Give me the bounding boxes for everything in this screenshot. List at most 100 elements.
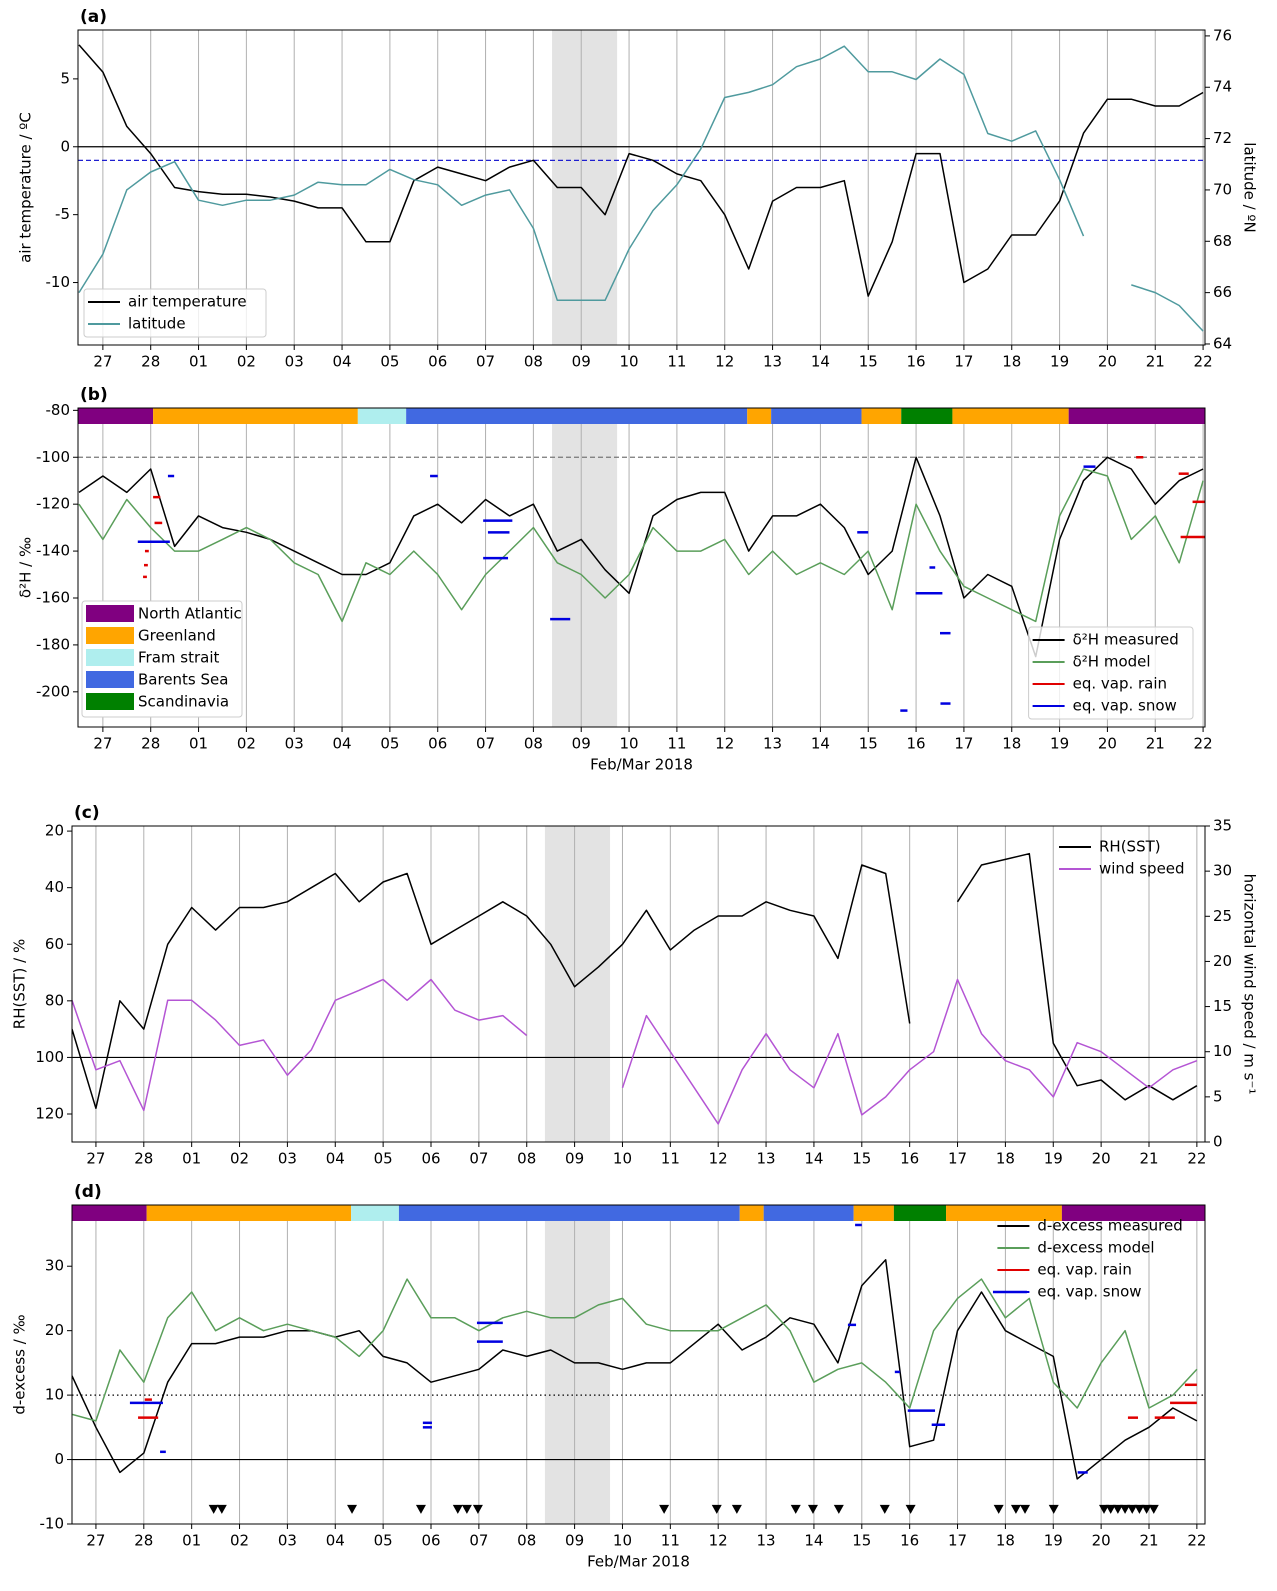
y-axis-label: air temperature / ºC [17, 112, 35, 263]
shaded-period [552, 408, 618, 727]
x-tick-label: 05 [380, 735, 399, 753]
event-marker [472, 1504, 483, 1514]
y-tick-label: -200 [36, 682, 70, 700]
x-tick-label: 20 [1092, 1150, 1111, 1168]
y-tick-label: -10 [46, 273, 71, 291]
event-marker [1127, 1504, 1138, 1514]
x-tick-label: 27 [93, 735, 112, 753]
y-tick-label: 40 [45, 878, 64, 896]
x-tick-label: 20 [1092, 1532, 1111, 1550]
x-tick-label: 09 [565, 1532, 584, 1550]
series-line [78, 468, 1204, 623]
x-tick-label: 27 [93, 353, 112, 371]
y2-tick-label: 35 [1213, 817, 1232, 835]
y2-tick-label: 66 [1213, 283, 1232, 301]
x-tick-label: 01 [182, 1532, 201, 1550]
event-marker [833, 1504, 844, 1514]
event-marker [216, 1504, 227, 1514]
series-line [78, 44, 1204, 297]
panel-label: (b) [80, 385, 108, 405]
x-tick-label: 22 [1187, 1150, 1206, 1168]
x-tick-label: 04 [326, 1150, 345, 1168]
x-axis-label: Feb/Mar 2018 [587, 1553, 690, 1571]
region-bar [901, 408, 953, 424]
event-marker [415, 1504, 426, 1514]
y-tick-label: 120 [35, 1104, 64, 1122]
x-tick-label: 14 [811, 735, 830, 753]
x-tick-label: 07 [476, 735, 495, 753]
x-tick-label: 28 [134, 1150, 153, 1168]
x-tick-label: 28 [141, 735, 160, 753]
region-bar [1068, 408, 1205, 424]
y2-tick-label: 64 [1213, 334, 1232, 352]
x-tick-label: 08 [524, 353, 543, 371]
x-tick-label: 17 [954, 735, 973, 753]
x-tick-label: 10 [613, 1532, 632, 1550]
legend-label: Greenland [138, 627, 216, 645]
x-tick-label: 13 [763, 735, 782, 753]
x-tick-label: 15 [859, 735, 878, 753]
legend-label: eq. vap. rain [1073, 675, 1167, 693]
event-marker [1141, 1504, 1152, 1514]
event-marker [711, 1504, 722, 1514]
x-tick-label: 28 [141, 353, 160, 371]
region-bar [1061, 1205, 1205, 1221]
x-tick-label: 06 [428, 735, 447, 753]
x-tick-label: 10 [620, 353, 639, 371]
x-tick-label: 06 [428, 353, 447, 371]
y-tick-label: 30 [45, 1257, 64, 1275]
x-tick-label: 12 [715, 353, 734, 371]
x-tick-label: 02 [237, 353, 256, 371]
event-marker [1010, 1504, 1021, 1514]
region-bar [153, 408, 358, 424]
region-bar [406, 408, 748, 424]
legend-swatch [86, 649, 134, 666]
x-tick-label: 19 [1050, 735, 1069, 753]
x-tick-label: 15 [852, 1150, 871, 1168]
event-marker [731, 1504, 742, 1514]
x-tick-label: 20 [1098, 735, 1117, 753]
x-tick-label: 08 [524, 735, 543, 753]
x-tick-label: 18 [996, 1150, 1015, 1168]
legend-label: d-excess model [1037, 1239, 1154, 1257]
x-tick-label: 19 [1050, 353, 1069, 371]
x-tick-label: 16 [900, 1150, 919, 1168]
event-marker [1120, 1504, 1131, 1514]
y-tick-label: 20 [45, 1321, 64, 1339]
y-tick-label: -80 [46, 401, 71, 419]
x-tick-label: 19 [1044, 1532, 1063, 1550]
region-bar [771, 408, 862, 424]
y-axis-label: d-excess / ‰ [11, 1314, 29, 1414]
legend-box [1028, 626, 1194, 720]
panel-label: (d) [74, 1182, 102, 1202]
event-marker [452, 1504, 463, 1514]
event-marker [905, 1504, 916, 1514]
x-tick-label: 14 [804, 1532, 823, 1550]
x-tick-label: 17 [948, 1150, 967, 1168]
event-marker [1148, 1504, 1159, 1514]
x-tick-label: 09 [572, 735, 591, 753]
y2-tick-label: 10 [1213, 1042, 1232, 1060]
legend-label: eq. vap. snow [1037, 1283, 1141, 1301]
region-bar [72, 1205, 147, 1221]
x-tick-label: 08 [517, 1150, 536, 1168]
event-marker [347, 1504, 358, 1514]
region-bar [398, 1205, 740, 1221]
y2-tick-label: 72 [1213, 129, 1232, 147]
plot-frame [71, 1204, 1206, 1525]
event-marker [1112, 1504, 1123, 1514]
region-bar [146, 1205, 352, 1221]
y2-tick-label: 76 [1213, 26, 1232, 44]
x-tick-label: 02 [237, 735, 256, 753]
event-marker [659, 1504, 670, 1514]
series-line [72, 1259, 1198, 1480]
legend-label: air temperature [128, 293, 247, 311]
y-tick-label: -160 [36, 588, 70, 606]
region-bar [357, 408, 407, 424]
x-tick-label: 13 [757, 1150, 776, 1168]
y2-axis-label: horizontal wind speed / m s⁻¹ [1241, 874, 1259, 1095]
x-tick-label: 04 [333, 735, 352, 753]
x-tick-label: 12 [709, 1532, 728, 1550]
y2-tick-label: 20 [1213, 952, 1232, 970]
